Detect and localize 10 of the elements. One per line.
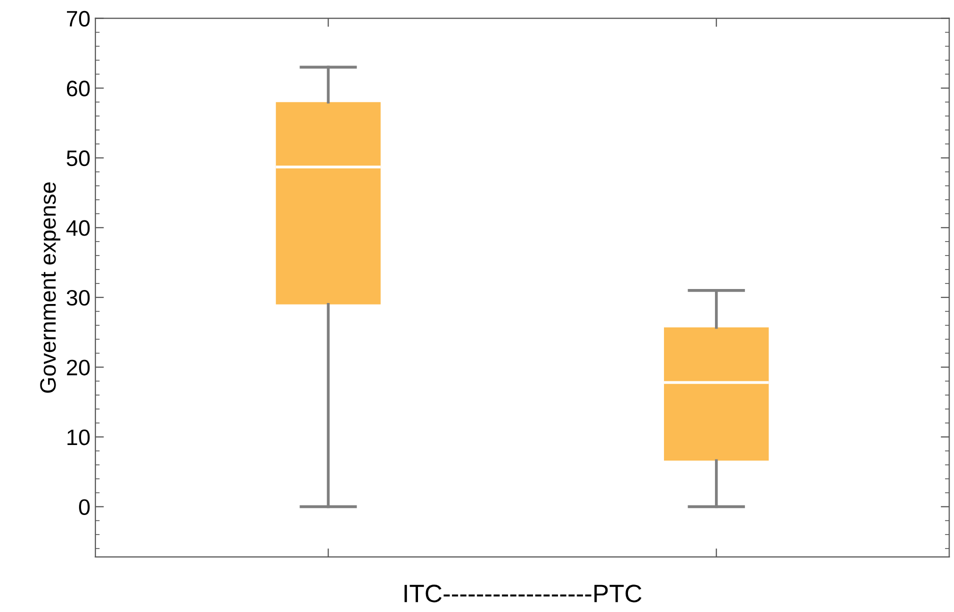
y-tick-label: 40: [66, 220, 90, 236]
y-tick-label: 20: [66, 360, 90, 376]
y-axis-title: Government expense: [40, 182, 60, 393]
y-tick-label: 0: [79, 499, 90, 515]
y-tick-label: 60: [66, 80, 90, 96]
y-tick-label: 50: [66, 150, 90, 166]
y-tick-label: 70: [66, 10, 90, 27]
y-tick-label: 10: [68, 429, 90, 446]
x-axis-title: ITC------------------PTC: [404, 584, 642, 602]
y-tick-label: 30: [66, 290, 90, 306]
